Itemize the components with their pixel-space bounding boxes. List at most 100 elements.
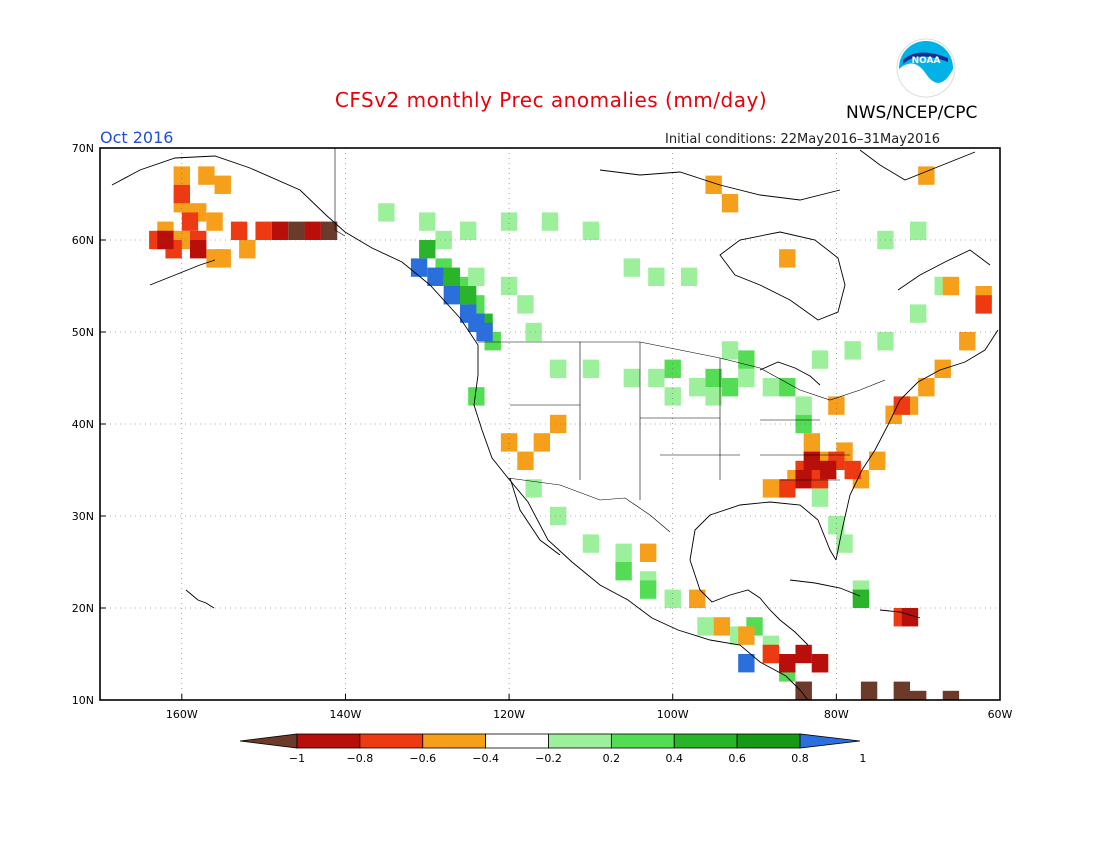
anomaly-cell-neg2 [918,166,935,185]
anomaly-cell-neg2 [206,212,223,231]
anomaly-cell-pos3 [721,378,739,397]
anomaly-cell-neg2 [828,396,845,415]
gridlines [100,148,1000,700]
anomaly-cell-neg4 [190,240,207,259]
anomaly-cell-neg4 [795,470,812,489]
anomaly-cell-pos5 [410,258,428,277]
lat-tick-label: 40N [72,418,94,431]
lon-tick-label: 80W [824,708,849,721]
hispaniola [879,609,921,619]
agency-label: NWS/NCEP/CPC [846,103,978,123]
anomaly-cell-pos2 [517,295,534,314]
anomaly-cell-neg2 [239,240,256,259]
coastlines [111,149,999,700]
colorbar-swatch [296,733,361,749]
anomaly-cell-neg3 [230,221,248,240]
anomaly-cell-pos3 [705,368,722,388]
anomaly-cell-neg2 [869,451,886,470]
anomaly-cell-neg2 [721,194,739,213]
lon-tick-label: 120W [493,708,525,721]
anomaly-cell-neg2 [713,617,730,636]
baja [509,477,561,556]
logo-text: NOAA [912,56,941,66]
anomaly-cell-pos2 [378,203,395,222]
anomaly-cell-pos2 [680,267,698,286]
anomaly-cell-pos2 [550,506,567,526]
anomaly-cell-neg3 [255,221,272,240]
noaa-logo: NOAA [896,38,956,98]
anomaly-cell-pos3 [615,562,632,581]
anomaly-cell-pos2 [762,378,780,397]
anomaly-cell-neg2 [738,626,755,645]
colorbar-swatch [673,733,738,749]
anomaly-cell-pos2 [419,212,436,231]
hudson-bay [719,231,846,321]
colorbar-swatch [610,733,675,749]
chart-title: CFSv2 monthly Prec anomalies (mm/day) [334,88,768,112]
anomaly-cell-neg2 [198,166,215,185]
anomaly-cell-pos2 [541,212,559,231]
anomaly-cell-neg2 [803,433,820,452]
anomaly-cell-neg5 [893,681,910,700]
alaska-peninsula [149,259,216,286]
anomaly-cell-neg4 [820,460,837,480]
anomaly-cell-neg3 [779,479,796,498]
colorbar-label: −0.2 [535,752,562,765]
anomaly-cell-pos2 [738,368,755,388]
anomaly-cell-pos2 [721,341,739,360]
anomaly-cell-pos3 [468,387,485,406]
anomaly-cell-neg5 [320,221,338,240]
lat-tick-label: 10N [72,694,94,707]
colorbar-label: −0.6 [409,752,436,765]
anomaly-cell-neg2 [779,249,796,268]
anomaly-cell-pos2 [582,221,600,240]
cuba [789,579,861,597]
anomaly-cell-neg5 [288,221,305,240]
lon-tick-label: 100W [657,708,689,721]
anomaly-cell-neg2 [959,332,976,351]
colorbar-high-arrow [799,733,861,749]
colorbar-label: 0.8 [791,752,809,765]
anomaly-cell-neg4 [901,608,919,627]
anomaly-cell-pos3 [795,414,812,434]
anomaly-cell-neg2 [942,276,960,296]
colorbar-label: −0.4 [472,752,499,765]
anomaly-cell-pos2 [623,258,640,277]
colorbar-label: 0.6 [728,752,746,765]
anomaly-cell-pos2 [435,230,452,250]
labrador [897,249,991,291]
greenland [859,149,976,181]
anomaly-cell-pos2 [525,322,542,342]
anomaly-cell-pos2 [664,387,681,406]
anomaly-cell-pos5 [427,267,444,286]
anomaly-cell-pos3 [779,378,796,397]
anomaly-cell-neg3 [762,644,780,664]
anomaly-cell-neg2 [517,451,534,470]
anomaly-cell-pos2 [615,543,632,562]
initial-conditions: Initial conditions: 22May2016–31May2016 [665,132,940,147]
political-borders [334,148,886,533]
lat-tick-label: 50N [72,326,94,339]
anomaly-cell-neg5 [795,681,812,700]
anomaly-cell-pos2 [460,221,477,240]
anomaly-cell-pos2 [500,212,518,231]
us-mexico-border [507,477,671,533]
anomaly-cell-pos2 [910,221,927,240]
lon-tick-label: 160W [166,708,198,721]
anomaly-cell-neg5 [860,681,878,700]
anomaly-cell-pos2 [582,359,600,378]
anomaly-cell-pos2 [697,617,714,636]
anomaly-cell-neg5 [910,690,927,700]
colorbar-swatch [736,733,801,749]
anomaly-cell-neg3 [844,460,861,480]
axis-ticks: 70N 60N 50N 40N 30N 20N 10N 160W 140W 120W 100W 80W… [72,142,1013,721]
anomaly-cell-pos2 [836,534,853,553]
anomaly-cell-pos4 [852,589,870,608]
anomaly-cell-pos2 [550,359,567,378]
anomaly-cell-pos2 [877,332,894,351]
anomaly-cell-pos2 [648,368,665,388]
anomaly-cells [149,166,992,700]
anomaly-cell-neg2 [214,175,231,194]
anomaly-cell-neg2 [918,378,935,397]
anomaly-cell-pos4 [460,286,477,305]
